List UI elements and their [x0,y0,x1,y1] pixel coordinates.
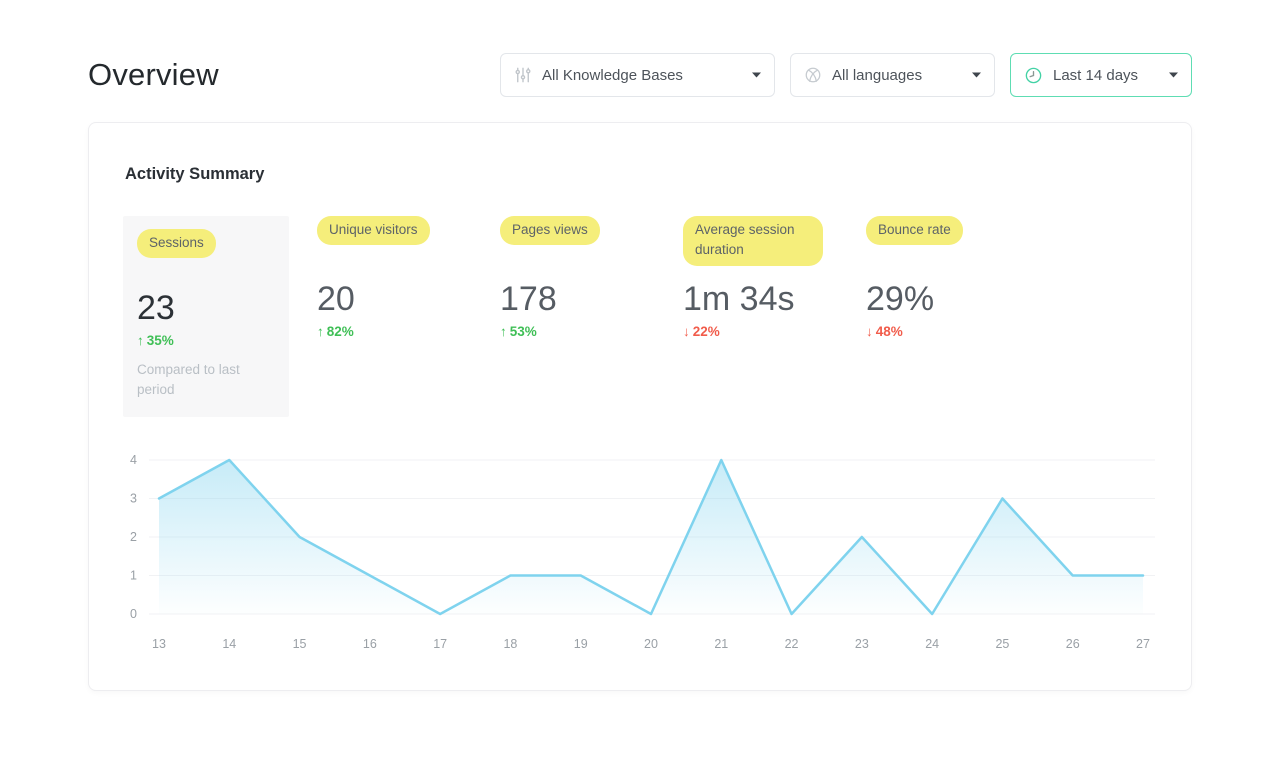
svg-text:17: 17 [433,637,447,651]
filter-bar: All Knowledge Bases All languages [485,53,1192,97]
chevron-down-icon [972,72,981,78]
page-title: Overview [88,57,219,92]
metric-label: Pages views [500,216,600,246]
globe-icon [804,66,822,84]
page-header: Overview All Knowledge Bases [88,52,1192,98]
svg-text:23: 23 [855,637,869,651]
svg-text:27: 27 [1136,637,1150,651]
metric-label: Average session duration [683,216,823,266]
metric-label: Unique visitors [317,216,430,246]
svg-text:21: 21 [714,637,728,651]
trend-up-icon: ↑ [137,333,144,348]
metric-tiles: Sessions 23 ↑ 35% Compared to last period… [123,216,1157,417]
metric-tile-bounce-rate[interactable]: Bounce rate 29% ↓ 48% [866,216,1049,339]
card-heading: Activity Summary [125,165,265,183]
chevron-down-icon [1169,72,1178,78]
languages-label: All languages [832,66,923,84]
sessions-chart-container: 0 1 2 3 4 13 14 15 16 17 18 19 20 21 22 23 24 25 26 27 [123,447,1157,664]
metric-value: 20 [317,280,355,318]
svg-text:16: 16 [363,637,377,651]
svg-text:25: 25 [995,637,1009,651]
metric-tile-avg-session-duration[interactable]: Average session duration 1m 34s ↓ 22% [683,216,866,339]
metric-value: 23 [137,289,175,327]
metric-value: 178 [500,280,557,318]
metric-change: ↓ 48% [866,324,903,339]
metric-tile-unique-visitors[interactable]: Unique visitors 20 ↑ 82% [317,216,500,339]
comparison-note: Compared to last period [137,362,240,398]
trend-down-icon: ↓ [866,324,873,339]
sliders-icon [514,66,532,84]
svg-text:14: 14 [222,637,236,651]
metric-value: 29% [866,280,935,318]
metric-tile-sessions[interactable]: Sessions 23 ↑ 35% Compared to last period [123,216,289,417]
languages-dropdown[interactable]: All languages [790,53,995,97]
metric-change: ↓ 22% [683,324,720,339]
svg-text:4: 4 [130,453,137,467]
svg-text:13: 13 [152,637,166,651]
knowledge-bases-dropdown[interactable]: All Knowledge Bases [500,53,775,97]
metric-value: 1m 34s [683,280,795,318]
metric-change: ↑ 82% [317,324,354,339]
metric-change: ↑ 35% [137,333,174,348]
date-range-dropdown[interactable]: Last 14 days [1010,53,1192,97]
metric-label: Bounce rate [866,216,963,246]
svg-text:24: 24 [925,637,939,651]
svg-text:20: 20 [644,637,658,651]
svg-text:18: 18 [503,637,517,651]
metric-change: ↑ 53% [500,324,537,339]
overview-page: Overview All Knowledge Bases [88,52,1192,691]
chevron-down-icon [752,72,761,78]
svg-text:19: 19 [574,637,588,651]
clock-icon [1024,66,1043,85]
metric-label: Sessions [137,229,216,259]
trend-down-icon: ↓ [683,324,690,339]
svg-text:0: 0 [130,607,137,621]
metric-tile-pages-views[interactable]: Pages views 178 ↑ 53% [500,216,683,339]
svg-text:1: 1 [130,568,137,582]
knowledge-bases-label: All Knowledge Bases [542,66,683,84]
svg-text:3: 3 [130,491,137,505]
svg-text:2: 2 [130,530,137,544]
svg-text:22: 22 [785,637,799,651]
svg-text:15: 15 [293,637,307,651]
svg-text:26: 26 [1066,637,1080,651]
activity-summary-card: Activity Summary Sessions 23 ↑ 35% Compar… [88,122,1192,691]
trend-up-icon: ↑ [500,324,507,339]
date-range-label: Last 14 days [1053,66,1139,84]
trend-up-icon: ↑ [317,324,324,339]
